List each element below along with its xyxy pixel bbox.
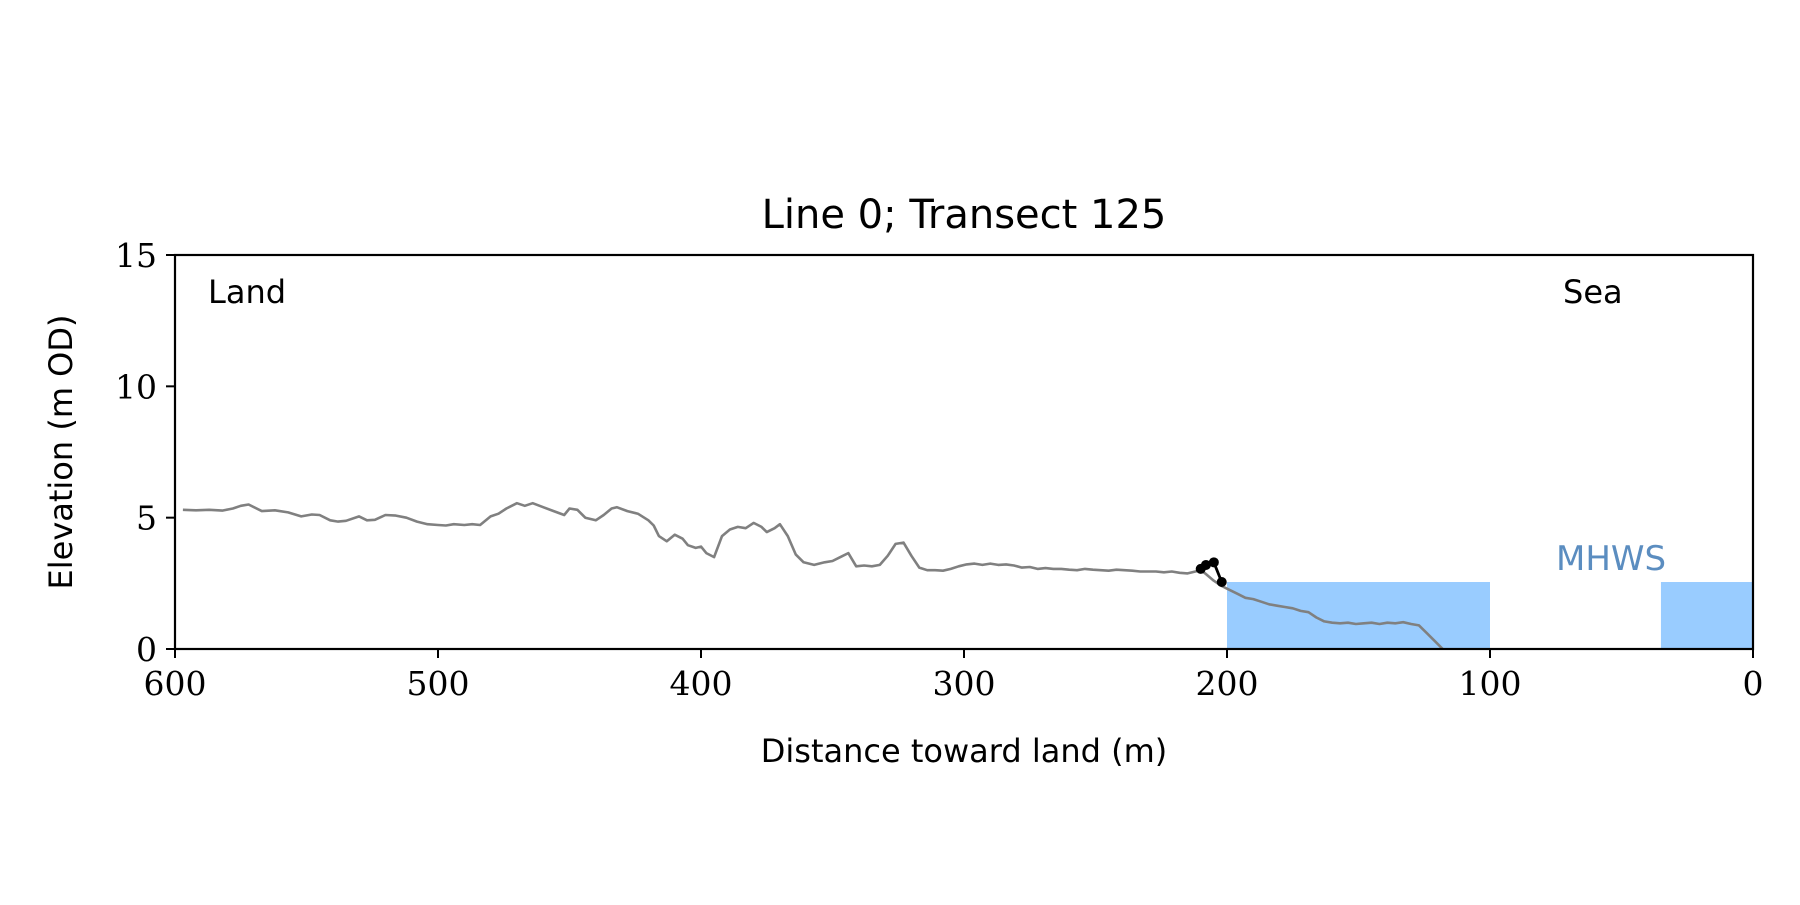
cliff-point (1216, 577, 1227, 588)
sea-annotation: Sea (1563, 273, 1623, 311)
cliff-layer (1195, 557, 1227, 588)
y-tick-label: 0 (136, 630, 157, 669)
y-axis-label: Elevation (m OD) (42, 315, 80, 590)
water-rect-0 (1227, 582, 1490, 649)
x-tick-label: 0 (1743, 664, 1764, 703)
x-tick-label: 200 (1196, 664, 1259, 703)
water-layer (1227, 582, 1753, 649)
profile-layer (182, 501, 1444, 650)
water-rect-1 (1660, 582, 1753, 649)
land-annotation: Land (208, 273, 286, 311)
x-tick-label: 600 (144, 664, 207, 703)
mhws-annotation: MHWS (1556, 539, 1666, 579)
x-axis-label: Distance toward land (m) (761, 732, 1167, 770)
y-tick-label: 5 (136, 499, 157, 538)
x-axis-ticks: 600 500 400 300 200 100 0 (144, 649, 1764, 703)
x-tick-label: 100 (1459, 664, 1522, 703)
x-tick-label: 400 (670, 664, 733, 703)
plot-frame (173, 253, 1755, 651)
x-tick-label: 500 (407, 664, 470, 703)
x-tick-label: 300 (933, 664, 996, 703)
cliff-point (1208, 557, 1219, 568)
y-axis-ticks: 0 5 10 15 (115, 236, 175, 669)
chart-title: Line 0; Transect 125 (762, 192, 1167, 238)
cliff-point (1200, 559, 1211, 570)
y-tick-label: 15 (115, 236, 157, 275)
y-tick-label: 10 (115, 367, 157, 406)
profile-line (182, 501, 1444, 650)
